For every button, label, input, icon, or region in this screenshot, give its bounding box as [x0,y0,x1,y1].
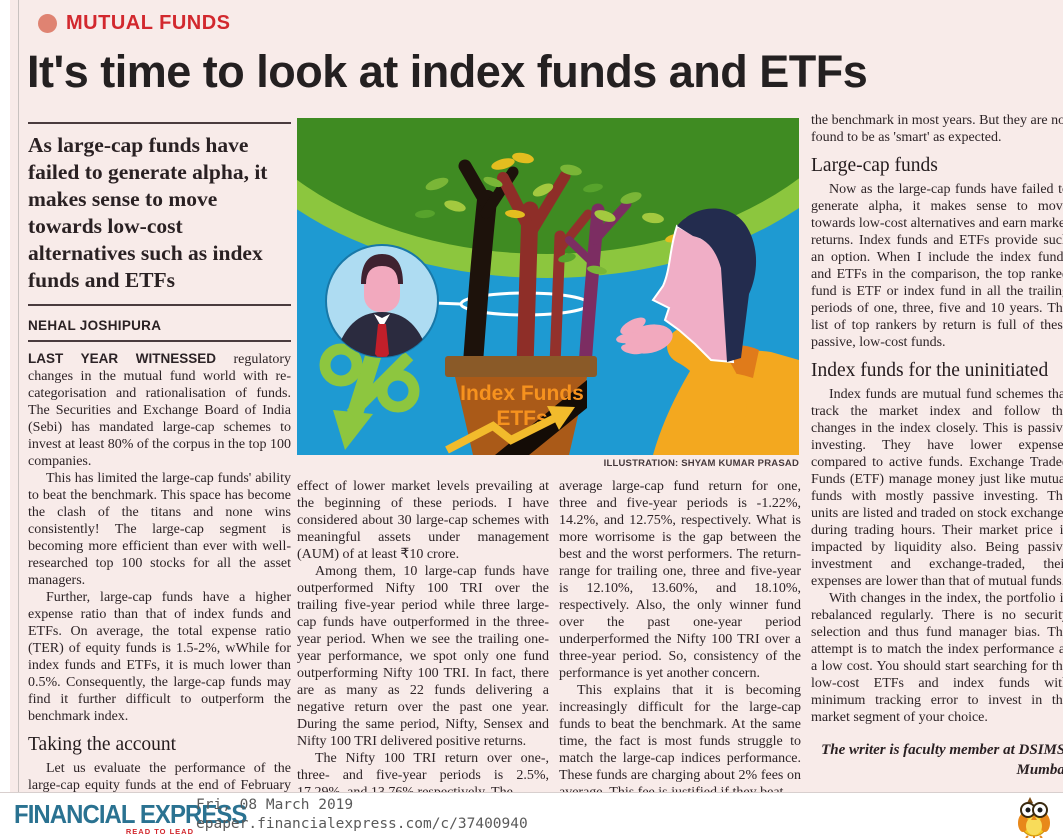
paragraph: effect of lower market levels prevailing… [297,479,549,562]
rising-arrow-icon [445,406,575,454]
hand [616,317,673,355]
column-1: As large-cap funds have failed to genera… [28,122,291,828]
writer-signature: The writer is faculty member at DSIMS, M… [821,742,1063,778]
author-byline: NEHAL JOSHIPURA [28,318,162,333]
footer-date: Fri, 08 March 2019 [196,797,354,813]
divider [28,122,291,124]
column-2: effect of lower market levels prevailing… [297,478,549,801]
epaper-footer: FINANCIAL EXPRESS READ TO LEAD Fri, 08 M… [0,792,1063,838]
lead-in: LAST YEAR WITNESSED [28,351,217,366]
article-deck: As large-cap funds have failed to genera… [28,133,268,292]
scan-edge-line [18,0,19,792]
subheading-taking-the-account: Taking the account [28,734,177,755]
subheading-large-cap-funds: Large-cap funds [811,155,938,176]
paragraph: LAST YEAR WITNESSED regulatory changes i… [28,350,291,470]
paragraph: Further, large-cap funds have a higher e… [28,590,291,724]
pot-label-line1: Index Funds [460,382,584,405]
divider [28,340,291,342]
kicker-dot-icon [38,14,57,33]
column-3: average large-cap fund return for one, t… [559,478,801,801]
paragraph: average large-cap fund return for one, t… [559,479,801,681]
paragraph: This has limited the large-cap funds' ab… [28,471,291,588]
logo-tagline: READ TO LEAD [125,827,194,836]
section-kicker: MUTUAL FUNDS [38,12,231,35]
subheading-index-funds-uninitiated: Index funds for the uninitiated [811,360,1049,381]
paragraph: Index funds are mutual fund schemes that… [811,387,1063,589]
logo-wordmark: FINANCIAL EXPRESS [14,799,247,829]
article-area: MUTUAL FUNDS It's time to look at index … [10,0,1063,827]
illustration: Index Funds ETFs [195,0,899,455]
illustration-caption: ILLUSTRATION: SHYAM KUMAR PRASAD [603,458,799,469]
fund-manager-avatar [325,244,439,358]
paragraph: the benchmark in most years. But they ar… [811,113,1063,145]
paragraph: Now as the large-cap funds have failed t… [811,182,1063,350]
paragraph-text: regulatory changes in the mutual fund wo… [28,352,291,469]
section-label: MUTUAL FUNDS [66,12,231,34]
index-funds-pot: Index Funds ETFs [445,356,597,455]
footer-url: epaper.financialexpress.com/c/37400940 [196,816,528,832]
paragraph: This explains that it is becoming increa… [559,683,801,800]
article-headline: It's time to look at index funds and ETF… [27,46,868,97]
financial-express-logo: FINANCIAL EXPRESS READ TO LEAD [14,799,247,836]
divider [28,304,291,306]
column-4: the benchmark in most years. But they ar… [811,112,1063,780]
paragraph: With changes in the index, the portfolio… [811,591,1063,725]
owl-mascot-icon [1018,797,1050,838]
illustration-graphic: Index Funds ETFs [195,0,899,455]
observer-man [616,208,799,455]
footer-meta: Fri, 08 March 2019 epaper.financialexpre… [196,796,528,834]
paragraph: Among them, 10 large-cap funds have outp… [297,564,549,749]
